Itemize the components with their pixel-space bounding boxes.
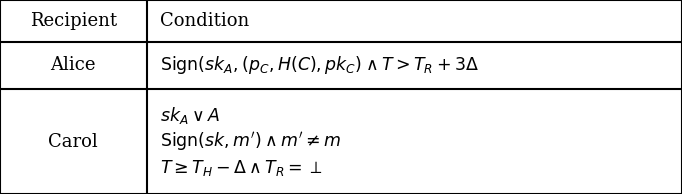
Text: $\mathrm{Sign}(sk_A, (p_C, H(C), pk_C) \wedge T > T_R + 3\Delta$: $\mathrm{Sign}(sk_A, (p_C, H(C), pk_C) \… — [160, 55, 479, 76]
Text: Condition: Condition — [160, 12, 250, 30]
Text: $T \geq T_H - \Delta \wedge T_R = \perp$: $T \geq T_H - \Delta \wedge T_R = \perp$ — [160, 158, 323, 178]
Text: $sk_A \vee A$: $sk_A \vee A$ — [160, 105, 220, 126]
Text: Carol: Carol — [48, 133, 98, 151]
Text: Recipient: Recipient — [30, 12, 117, 30]
Text: $\mathrm{Sign}(sk, m^{\prime}) \wedge m^{\prime} \neq m$: $\mathrm{Sign}(sk, m^{\prime}) \wedge m^… — [160, 130, 342, 153]
Text: Alice: Alice — [50, 56, 96, 74]
